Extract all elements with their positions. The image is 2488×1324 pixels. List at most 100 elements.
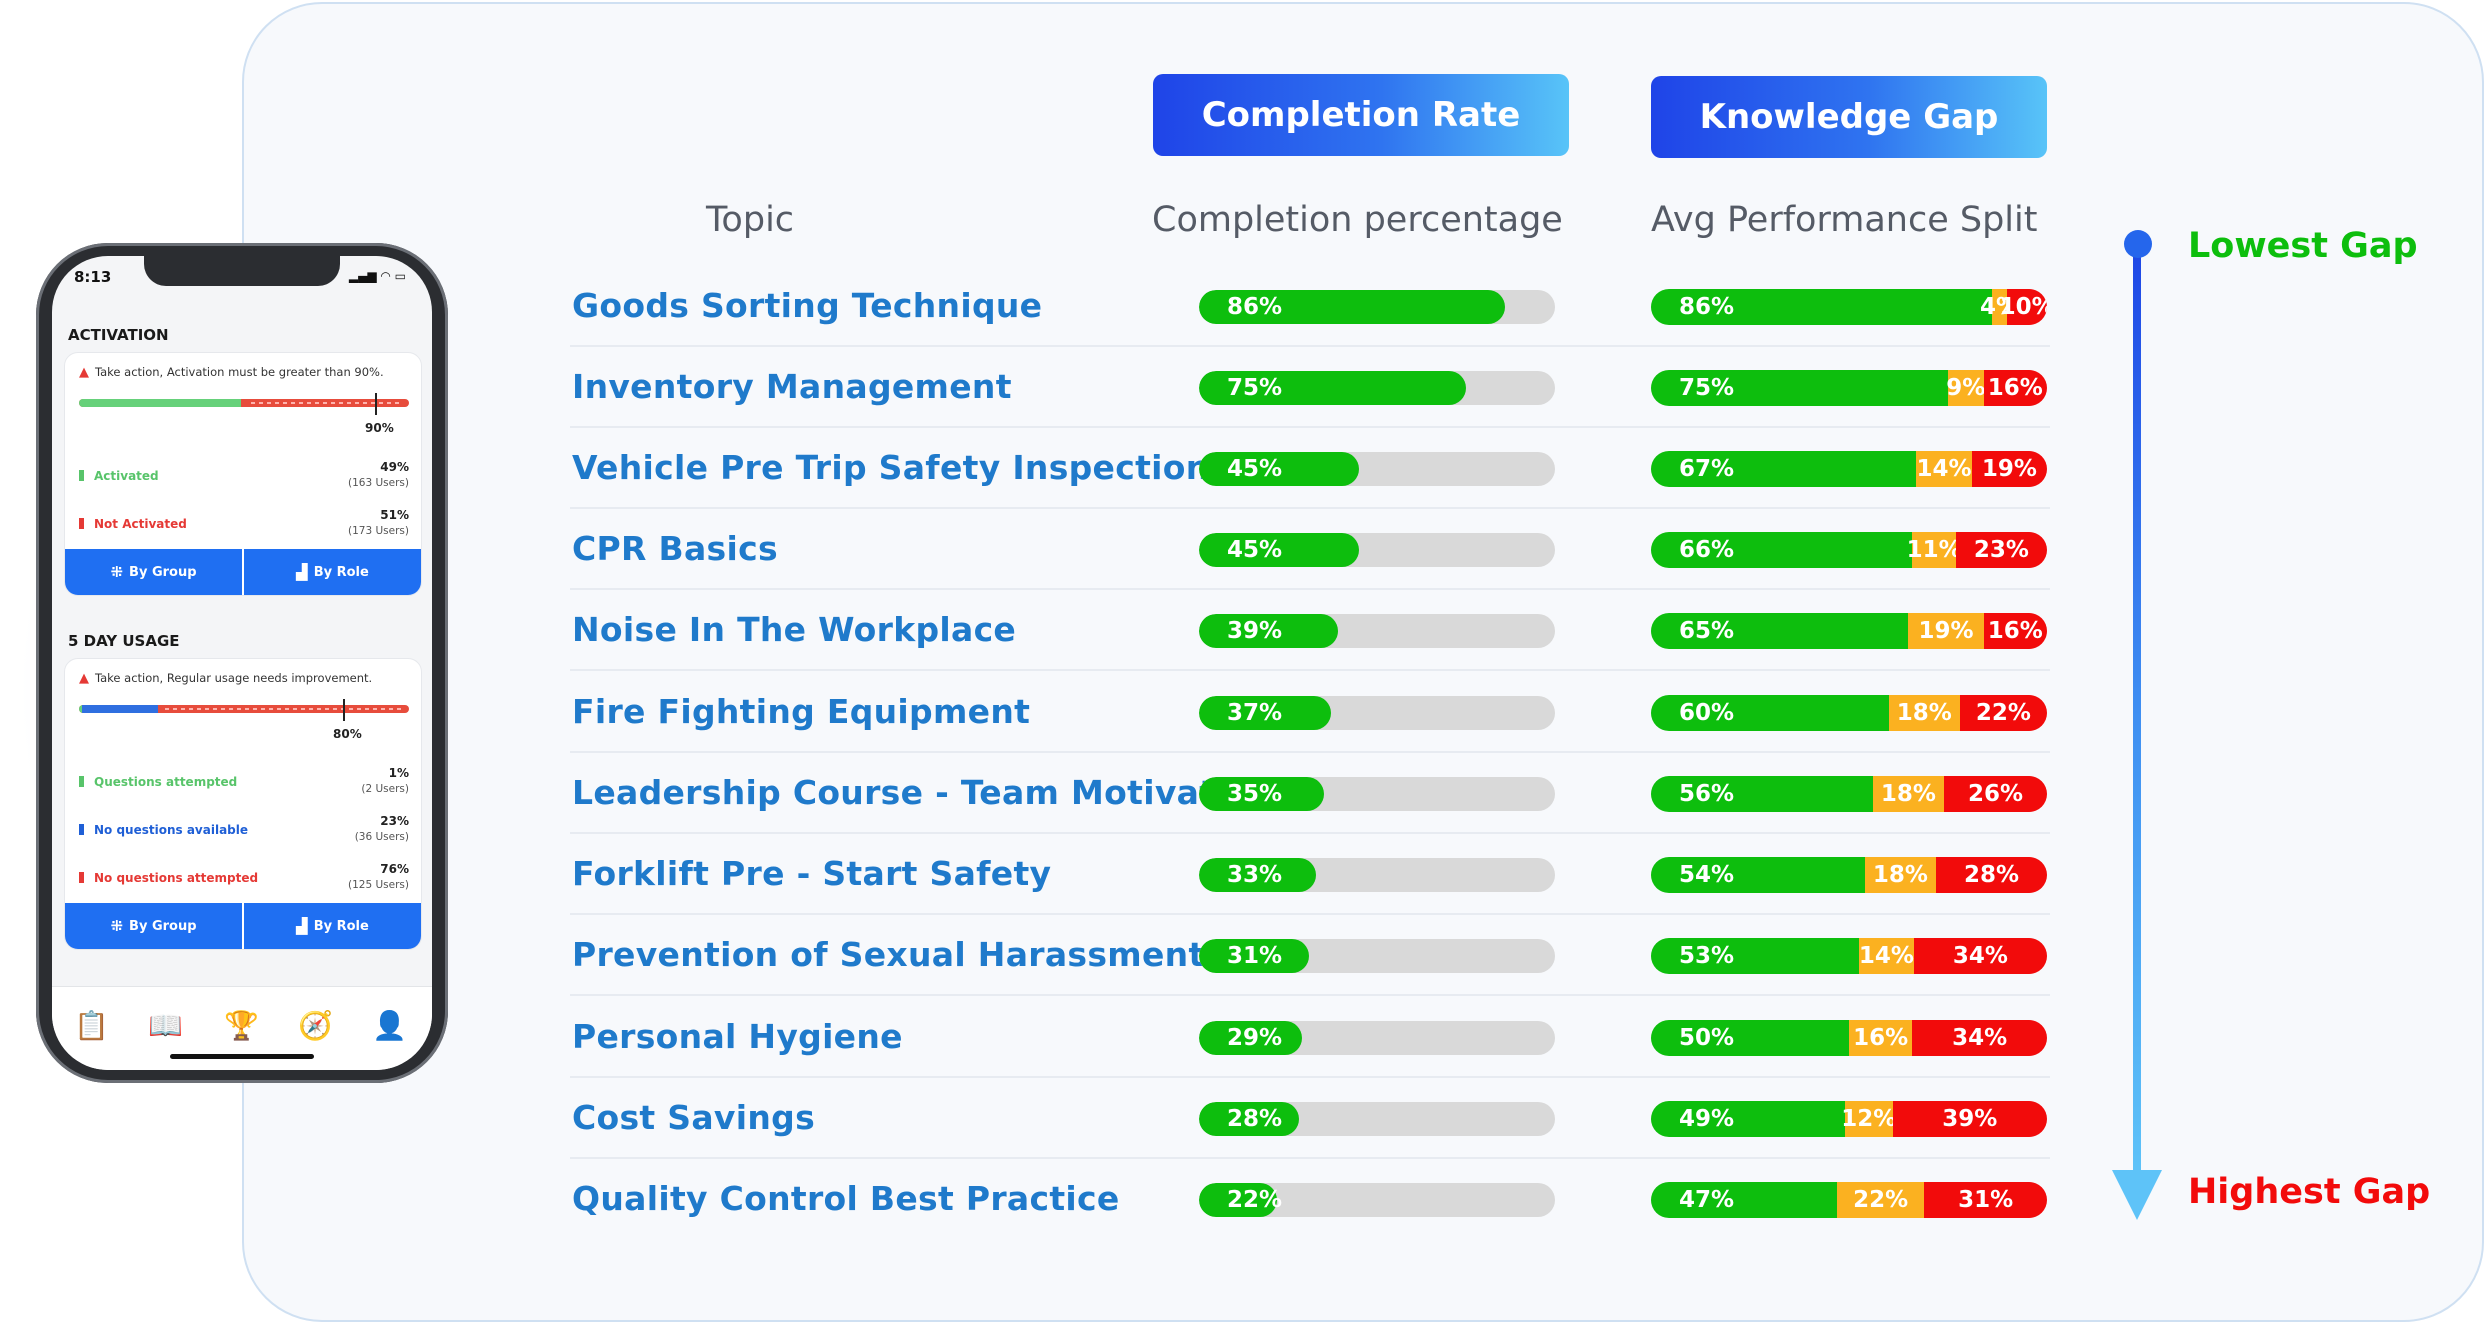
profile-icon[interactable]: 👤: [372, 1009, 407, 1042]
book-reader-icon[interactable]: 📖: [148, 1009, 183, 1042]
completion-bar-fill: [1199, 1183, 1278, 1217]
row-divider: [570, 913, 2050, 915]
split-bad: 26%: [1944, 776, 2047, 812]
usage-progress-bar: [79, 705, 409, 713]
completion-bar-fill: [1199, 858, 1317, 892]
activated-value: 49% (163 Users): [348, 460, 409, 489]
row-divider: [570, 588, 2050, 590]
split-good: 66%: [1651, 532, 1913, 568]
completion-value: 45%: [1227, 537, 1283, 563]
performance-split-bar: 54% 18% 28%: [1651, 857, 2047, 893]
split-good: 67%: [1651, 451, 1917, 487]
completion-bar: 22%: [1199, 1183, 1555, 1217]
split-bad: 10%: [2000, 289, 2047, 325]
completion-value: 75%: [1227, 375, 1283, 401]
activation-card: ▲ Take action, Activation must be greater…: [64, 352, 422, 596]
gap-arrow-start-dot: [2124, 230, 2152, 258]
warning-icon: ▲: [79, 671, 89, 686]
usage-title: 5 DAY USAGE: [68, 632, 180, 650]
usage-warning: ▲ Take action, Regular usage needs improv…: [79, 671, 372, 686]
questions-attempted-legend: Questions attempted: [79, 775, 237, 789]
activation-warning-text: Take action, Activation must be greater …: [95, 365, 384, 379]
split-good: 56%: [1651, 776, 1873, 812]
activation-target-marker: [375, 393, 377, 415]
split-mid: 14%: [1858, 938, 1914, 974]
completion-bar-fill: [1199, 371, 1466, 405]
completion-bar: 75%: [1199, 371, 1555, 405]
trophy-icon[interactable]: 🏆: [224, 1009, 259, 1042]
row-topic: Prevention of Sexual Harassment: [572, 935, 1205, 974]
status-bar-icons: ▂▄▆ ◠ ▭: [348, 269, 406, 283]
activation-title: ACTIVATION: [68, 326, 169, 344]
home-indicator: [170, 1054, 314, 1059]
split-good: 65%: [1651, 613, 1909, 649]
performance-split-bar: 75% 9% 16%: [1651, 370, 2047, 406]
no-questions-available-legend: No questions available: [79, 823, 248, 837]
split-bad: 16%: [1983, 370, 2047, 406]
completion-bar-fill: [1199, 696, 1331, 730]
clipboard-icon[interactable]: 📋: [74, 1009, 109, 1042]
split-mid: 11%: [1907, 532, 1962, 568]
completion-bar-fill: [1199, 452, 1360, 486]
completion-value: 31%: [1227, 943, 1283, 969]
usage-target-label: 80%: [333, 727, 362, 741]
completion-bar-fill: [1199, 777, 1324, 811]
phone-screen: 8:13 ▂▄▆ ◠ ▭ ACTIVATION ▲ Take action, Ac…: [52, 256, 432, 1070]
completion-bar: 45%: [1199, 452, 1555, 486]
split-mid: 19%: [1908, 613, 1984, 649]
activation-by-group-button[interactable]: ⁜ By Group: [65, 549, 242, 595]
completion-value: 86%: [1227, 294, 1283, 320]
compass-icon[interactable]: 🧭: [298, 1009, 333, 1042]
completion-bar: 31%: [1199, 939, 1555, 973]
performance-split-bar: 67% 14% 19%: [1651, 451, 2047, 487]
no-questions-available-value: 23% (36 Users): [354, 814, 409, 843]
no-questions-attempted-legend: No questions attempted: [79, 871, 258, 885]
performance-split-bar: 60% 18% 22%: [1651, 695, 2047, 731]
performance-split-bar: 66% 11% 23%: [1651, 532, 2047, 568]
activation-warning: ▲ Take action, Activation must be greater…: [79, 365, 384, 380]
performance-split-bar: 53% 14% 34%: [1651, 938, 2047, 974]
usage-warning-text: Take action, Regular usage needs improve…: [95, 671, 373, 685]
completion-bar: 28%: [1199, 1102, 1555, 1136]
split-mid: 18%: [1864, 857, 1937, 893]
split-good: 50%: [1651, 1020, 1849, 1056]
not-activated-value: 51% (173 Users): [348, 508, 409, 537]
status-bar-time: 8:13: [74, 268, 112, 286]
not-activated-legend: Not Activated: [79, 517, 187, 531]
phone-notch: [144, 256, 340, 286]
usage-by-role-button[interactable]: ▟ By Role: [242, 903, 421, 949]
split-mid: 22%: [1837, 1182, 1925, 1218]
row-topic: Vehicle Pre Trip Safety Inspection: [572, 448, 1210, 487]
completion-value: 35%: [1227, 781, 1283, 807]
row-divider: [570, 507, 2050, 509]
performance-split-bar: 49% 12% 39%: [1651, 1101, 2047, 1137]
completion-bar: 37%: [1199, 696, 1555, 730]
split-bad: 22%: [1959, 695, 2047, 731]
questions-attempted-value: 1% (2 Users): [361, 766, 409, 795]
warning-icon: ▲: [79, 365, 89, 380]
split-mid: 18%: [1888, 695, 1960, 731]
row-topic: Quality Control Best Practice: [572, 1179, 1120, 1218]
completion-bar: 39%: [1199, 614, 1555, 648]
completion-bar: 29%: [1199, 1021, 1555, 1055]
activation-by-role-button[interactable]: ▟ By Role: [242, 549, 421, 595]
completion-rate-tab[interactable]: Completion Rate: [1153, 74, 1569, 156]
column-header-topic: Topic: [706, 200, 795, 240]
row-topic: Cost Savings: [572, 1098, 816, 1137]
row-topic: Personal Hygiene: [572, 1017, 903, 1056]
completion-bar-fill: [1199, 1102, 1299, 1136]
gap-arrow-head-icon: [2112, 1170, 2162, 1220]
split-good: 60%: [1651, 695, 1889, 731]
completion-bar-fill: [1199, 614, 1338, 648]
usage-by-group-button[interactable]: ⁜ By Group: [65, 903, 242, 949]
completion-value: 22%: [1227, 1187, 1283, 1213]
knowledge-gap-tab[interactable]: Knowledge Gap: [1651, 76, 2047, 158]
no-questions-attempted-value: 76% (125 Users): [348, 862, 409, 891]
usage-target-marker: [343, 699, 345, 721]
completion-bar-fill: [1199, 290, 1506, 324]
lowest-gap-label: Lowest Gap: [2188, 226, 2418, 266]
split-mid: 14%: [1916, 451, 1972, 487]
completion-value: 45%: [1227, 456, 1283, 482]
completion-bar-fill: [1199, 1021, 1303, 1055]
row-divider: [570, 1076, 2050, 1078]
